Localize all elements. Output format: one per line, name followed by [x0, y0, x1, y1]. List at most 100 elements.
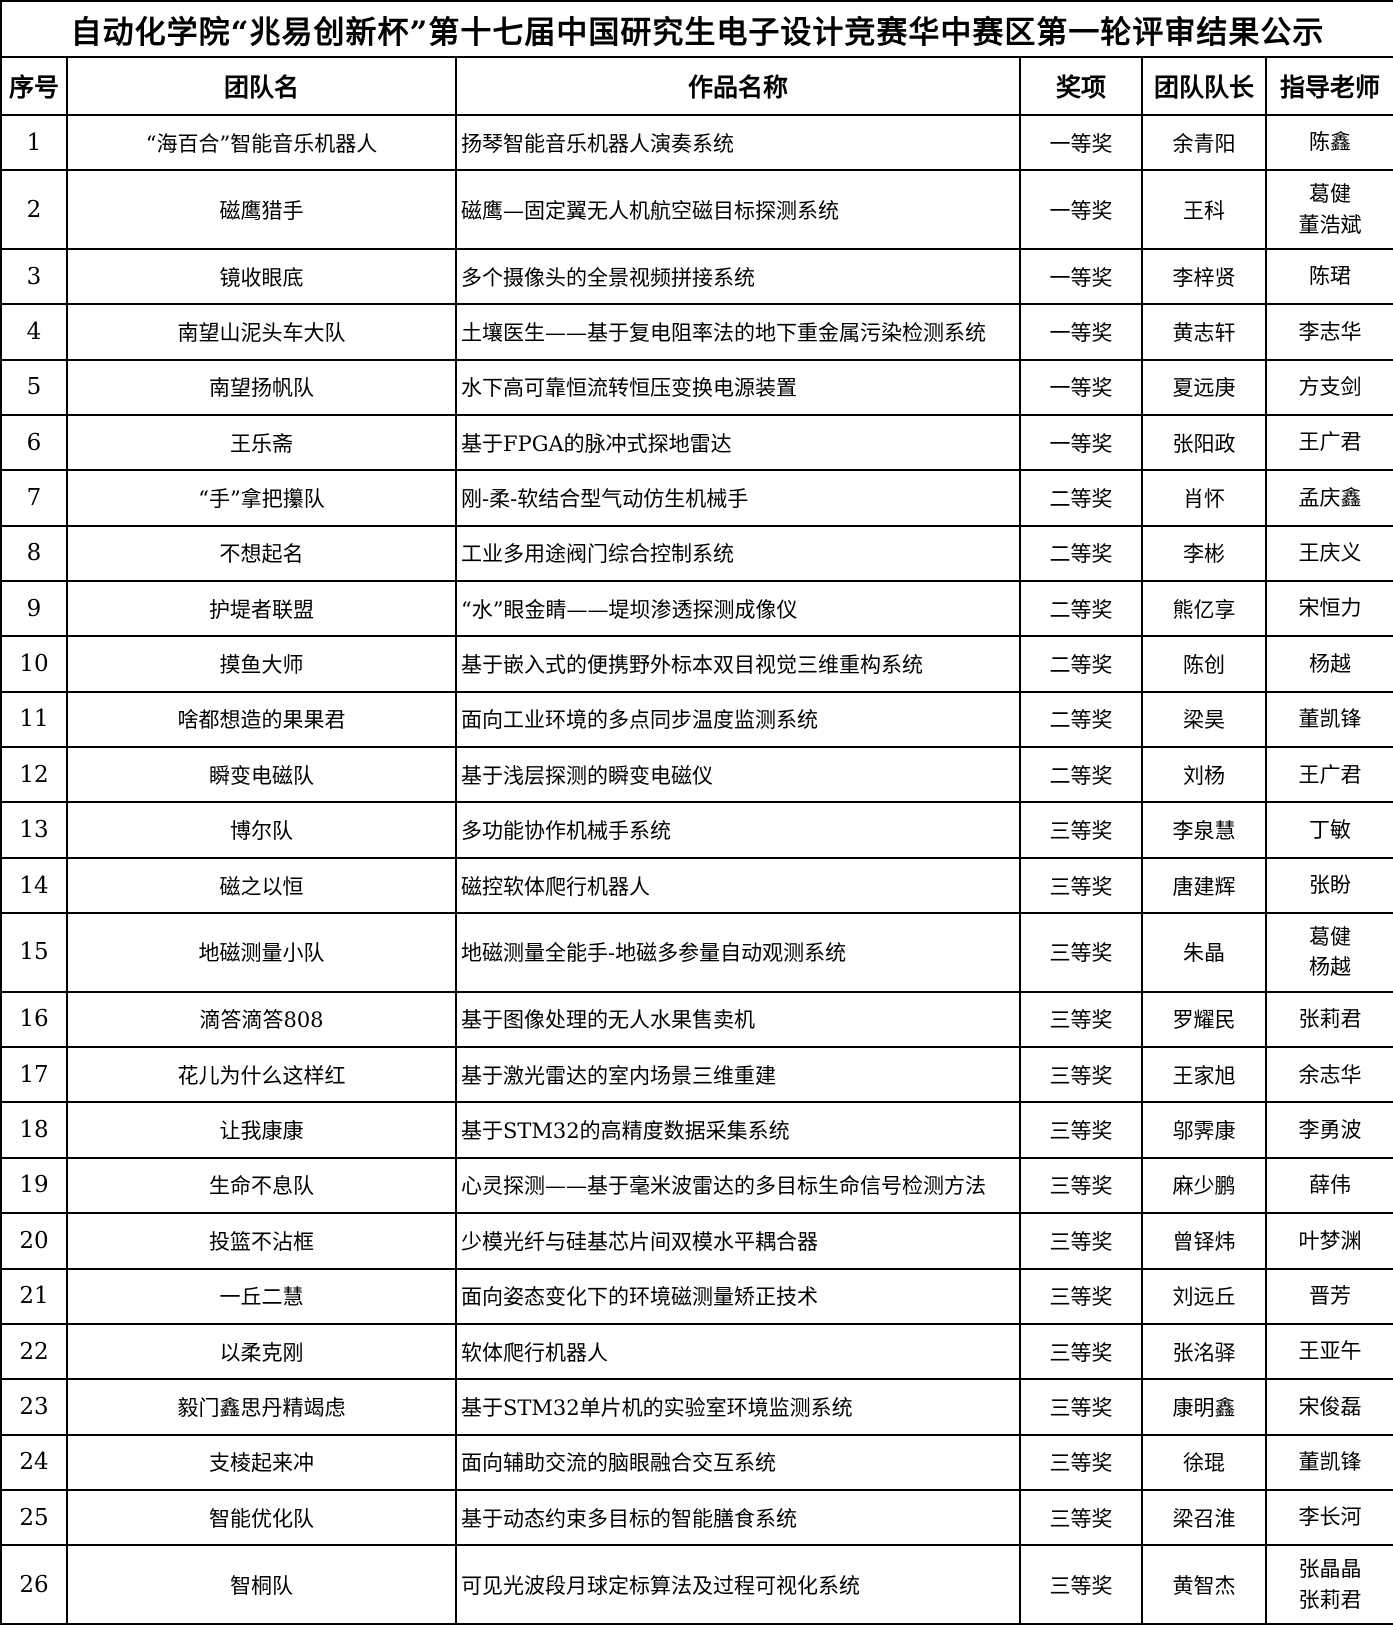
table-row: 16 滴答滴答808 基于图像处理的无人水果售卖机 三等奖 罗耀民 张莉君 — [0, 990, 1393, 1049]
advisor-cell: 宋俊磊 — [1264, 1378, 1393, 1436]
row-number-cell: 5 — [0, 358, 68, 416]
captain-cell: 朱晶 — [1141, 912, 1267, 993]
row-number-cell: 12 — [0, 746, 68, 804]
advisor-cell: 陈鑫 — [1264, 113, 1393, 172]
work-title-cell: 少模光纤与硅基芯片间双模水平耦合器 — [455, 1212, 1021, 1270]
captain-cell: 黄智杰 — [1141, 1544, 1267, 1625]
table-row: 26 智桐队 可见光波段月球定标算法及过程可视化系统 三等奖 黄智杰 张晶晶 张… — [0, 1544, 1393, 1625]
table-row: 3 镜收眼底 多个摄像头的全景视频拼接系统 一等奖 李梓贤 陈珺 — [0, 247, 1393, 306]
captain-cell: 梁昊 — [1141, 690, 1267, 749]
work-title-cell: 水下高可靠恒流转恒压变换电源装置 — [455, 358, 1021, 416]
team-name-cell: 花儿为什么这样红 — [66, 1046, 457, 1104]
award-cell: 三等奖 — [1019, 1267, 1143, 1325]
advisor-cell: 张盼 — [1264, 856, 1393, 915]
column-header-team: 团队名 — [66, 56, 457, 116]
column-header-work: 作品名称 — [455, 56, 1021, 116]
advisor-cell: 丁敏 — [1264, 801, 1393, 859]
award-cell: 一等奖 — [1019, 303, 1143, 361]
award-cell: 二等奖 — [1019, 524, 1143, 583]
advisor-cell: 王庆义 — [1264, 524, 1393, 583]
work-title-cell: 面向辅助交流的脑眼融合交互系统 — [455, 1433, 1021, 1491]
award-cell: 三等奖 — [1019, 1544, 1143, 1625]
captain-cell: 陈创 — [1141, 635, 1267, 693]
award-cell: 三等奖 — [1019, 1488, 1143, 1547]
work-title-cell: 基于激光雷达的室内场景三维重建 — [455, 1046, 1021, 1104]
award-cell: 三等奖 — [1019, 1156, 1143, 1215]
advisor-cell: 王广君 — [1264, 746, 1393, 804]
advisor-cell: 董凯锋 — [1264, 1433, 1393, 1491]
team-name-cell: 啥都想造的果果君 — [66, 690, 457, 749]
team-name-cell: “手”拿把攥队 — [66, 469, 457, 527]
captain-cell: 熊亿享 — [1141, 580, 1267, 638]
row-number-cell: 11 — [0, 690, 68, 749]
captain-cell: 麻少鹏 — [1141, 1156, 1267, 1215]
work-title-cell: 土壤医生——基于复电阻率法的地下重金属污染检测系统 — [455, 303, 1021, 361]
captain-cell: 张阳政 — [1141, 413, 1267, 472]
team-name-cell: 毅门鑫思丹精竭虑 — [66, 1378, 457, 1436]
award-cell: 二等奖 — [1019, 746, 1143, 804]
row-number-cell: 2 — [0, 169, 68, 250]
table-row: 7 “手”拿把攥队 刚-柔-软结合型气动仿生机械手 二等奖 肖怀 孟庆鑫 — [0, 469, 1393, 527]
award-cell: 一等奖 — [1019, 169, 1143, 250]
captain-cell: 夏远庚 — [1141, 358, 1267, 416]
work-title-cell: 多功能协作机械手系统 — [455, 801, 1021, 859]
work-title-cell: 基于浅层探测的瞬变电磁仪 — [455, 746, 1021, 804]
advisor-cell: 葛健 董浩斌 — [1264, 169, 1393, 250]
advisor-cell: 陈珺 — [1264, 247, 1393, 306]
table-row: 2 磁鹰猎手 磁鹰—固定翼无人机航空磁目标探测系统 一等奖 王科 葛健 董浩斌 — [0, 169, 1393, 250]
table-row: 9 护堤者联盟 “水”眼金睛——堤坝渗透探测成像仪 二等奖 熊亿享 宋恒力 — [0, 580, 1393, 638]
team-name-cell: 一丘二慧 — [66, 1267, 457, 1325]
work-title-cell: 地磁测量全能手-地磁多参量自动观测系统 — [455, 912, 1021, 993]
work-title-cell: 软体爬行机器人 — [455, 1322, 1021, 1381]
work-title-cell: 工业多用途阀门综合控制系统 — [455, 524, 1021, 583]
captain-cell: 李彬 — [1141, 524, 1267, 583]
row-number-cell: 23 — [0, 1378, 68, 1436]
table-row: 20 投篮不沾框 少模光纤与硅基芯片间双模水平耦合器 三等奖 曾铎炜 叶梦渊 — [0, 1212, 1393, 1270]
table-row: 10 摸鱼大师 基于嵌入式的便携野外标本双目视觉三维重构系统 二等奖 陈创 杨越 — [0, 635, 1393, 693]
row-number-cell: 7 — [0, 469, 68, 527]
table-row: 12 瞬变电磁队 基于浅层探测的瞬变电磁仪 二等奖 刘杨 王广君 — [0, 746, 1393, 804]
advisor-cell: 董凯锋 — [1264, 690, 1393, 749]
captain-cell: 肖怀 — [1141, 469, 1267, 527]
award-cell: 三等奖 — [1019, 990, 1143, 1049]
work-title-cell: 基于STM32单片机的实验室环境监测系统 — [455, 1378, 1021, 1436]
row-number-cell: 8 — [0, 524, 68, 583]
team-name-cell: 磁鹰猎手 — [66, 169, 457, 250]
award-cell: 三等奖 — [1019, 1378, 1143, 1436]
table-row: 4 南望山泥头车大队 土壤医生——基于复电阻率法的地下重金属污染检测系统 一等奖… — [0, 303, 1393, 361]
captain-cell: 李泉慧 — [1141, 801, 1267, 859]
captain-cell: 李梓贤 — [1141, 247, 1267, 306]
team-name-cell: 护堤者联盟 — [66, 580, 457, 638]
row-number-cell: 20 — [0, 1212, 68, 1270]
row-number-cell: 15 — [0, 912, 68, 993]
work-title-cell: 基于图像处理的无人水果售卖机 — [455, 990, 1021, 1049]
award-cell: 三等奖 — [1019, 1433, 1143, 1491]
row-number-cell: 10 — [0, 635, 68, 693]
row-number-cell: 3 — [0, 247, 68, 306]
row-number-cell: 25 — [0, 1488, 68, 1547]
work-title-cell: 磁鹰—固定翼无人机航空磁目标探测系统 — [455, 169, 1021, 250]
work-title-cell: 基于FPGA的脉冲式探地雷达 — [455, 413, 1021, 472]
advisor-cell: 晋芳 — [1264, 1267, 1393, 1325]
row-number-cell: 21 — [0, 1267, 68, 1325]
work-title-cell: 面向工业环境的多点同步温度监测系统 — [455, 690, 1021, 749]
captain-cell: 刘远丘 — [1141, 1267, 1267, 1325]
team-name-cell: 以柔克刚 — [66, 1322, 457, 1381]
advisor-cell: 葛健 杨越 — [1264, 912, 1393, 993]
column-header-award: 奖项 — [1019, 56, 1143, 116]
team-name-cell: 让我康康 — [66, 1101, 457, 1159]
table-row: 18 让我康康 基于STM32的高精度数据采集系统 三等奖 邬霁康 李勇波 — [0, 1101, 1393, 1159]
award-cell: 三等奖 — [1019, 856, 1143, 915]
work-title-cell: 刚-柔-软结合型气动仿生机械手 — [455, 469, 1021, 527]
team-name-cell: 智能优化队 — [66, 1488, 457, 1547]
row-number-cell: 16 — [0, 990, 68, 1049]
award-cell: 一等奖 — [1019, 247, 1143, 306]
table-row: 24 支棱起来冲 面向辅助交流的脑眼融合交互系统 三等奖 徐琨 董凯锋 — [0, 1433, 1393, 1491]
captain-cell: 黄志轩 — [1141, 303, 1267, 361]
captain-cell: 唐建辉 — [1141, 856, 1267, 915]
table-row: 17 花儿为什么这样红 基于激光雷达的室内场景三维重建 三等奖 王家旭 余志华 — [0, 1046, 1393, 1104]
row-number-cell: 14 — [0, 856, 68, 915]
team-name-cell: 投篮不沾框 — [66, 1212, 457, 1270]
captain-cell: 徐琨 — [1141, 1433, 1267, 1491]
team-name-cell: 王乐斋 — [66, 413, 457, 472]
